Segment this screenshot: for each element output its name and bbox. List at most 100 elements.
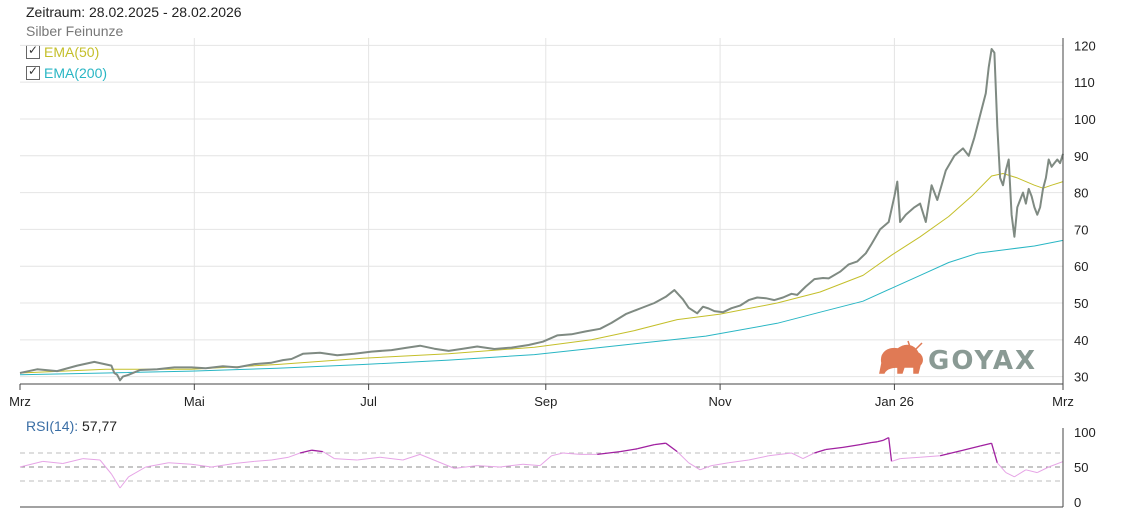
rsi-value: 57,77 — [82, 418, 118, 434]
legend-ema50-label: EMA(50) — [44, 44, 100, 60]
rsi-tick-label: 100 — [1074, 425, 1096, 440]
rsi-segment — [920, 455, 941, 458]
rsi-segment — [676, 451, 690, 464]
rsi-segment — [254, 459, 272, 462]
rsi-segment — [597, 450, 621, 456]
rsi-segment — [551, 452, 564, 457]
y-tick-label: 30 — [1074, 370, 1088, 385]
legend-ema200-label: EMA(200) — [44, 65, 108, 81]
rsi-segment — [168, 462, 192, 465]
rsi-segment — [62, 458, 83, 464]
rsi-segment — [990, 443, 998, 463]
rsi-segment — [19, 460, 43, 468]
rsi-segment — [42, 460, 63, 464]
y-tick-label: 100 — [1074, 112, 1096, 127]
rsi-segment — [654, 442, 666, 446]
rsi-segment — [748, 455, 769, 461]
rsi-segment — [111, 473, 121, 489]
x-tick-label: Nov — [709, 394, 733, 409]
y-tick-label: 70 — [1074, 222, 1088, 237]
rsi-segment — [711, 462, 729, 467]
y-tick-label: 120 — [1074, 38, 1096, 53]
rsi-segment — [322, 451, 335, 460]
rsi-tick-label: 0 — [1074, 495, 1081, 510]
rsi-indicator-label: RSI(14): 57,77 — [26, 418, 118, 434]
x-tick-label: Sep — [534, 394, 557, 409]
rsi-segment — [454, 465, 478, 469]
rsi-tick-label: 50 — [1074, 460, 1088, 475]
rsi-segment — [842, 443, 861, 449]
rsi-segment — [688, 462, 701, 471]
x-tick-label: Mai — [184, 394, 205, 409]
rsi-segment — [1037, 466, 1049, 474]
rsi-segment — [1014, 469, 1027, 478]
rsi-segment — [877, 439, 884, 443]
y-tick-label: 80 — [1074, 186, 1088, 201]
rsi-segment — [939, 449, 964, 457]
rsi-segment — [379, 456, 403, 461]
rsi-segment — [962, 445, 981, 451]
rsi-segment — [211, 463, 235, 468]
rsi-segment — [825, 446, 844, 451]
period-label: Zeitraum: 28.02.2025 - 28.02.2026 — [26, 4, 242, 20]
rsi-segment — [882, 437, 889, 441]
legend-ema200-toggle[interactable]: EMA(200) — [26, 64, 107, 82]
rsi-segment — [728, 459, 749, 464]
rsi-segment — [891, 458, 901, 462]
x-tick-label: Mrz — [9, 394, 31, 409]
rsi-segment — [271, 456, 289, 461]
rsi-segment — [128, 466, 146, 478]
rsi-segment — [311, 449, 323, 453]
series-line-ema50 — [19, 173, 1064, 374]
rsi-segment — [780, 452, 792, 455]
rsi-segment — [234, 460, 255, 464]
main-axis: 30 40 50 60 70 80 90 100 110 120 Mrz Mai Jul Sep Nov Ja… — [9, 38, 1096, 409]
rsi-segment — [145, 462, 169, 468]
x-tick-label: Jan 26 — [875, 394, 914, 409]
logo-text: GOYAX — [928, 346, 1037, 376]
rsi-segment — [791, 452, 804, 460]
rsi-segment — [99, 459, 112, 475]
rsi-segment — [888, 437, 893, 462]
rsi-segment — [191, 463, 212, 468]
rsi-segment — [802, 452, 815, 460]
price-series-line — [19, 48, 1064, 382]
rsi-segment — [979, 442, 992, 447]
y-tick-label: 60 — [1074, 259, 1088, 274]
rsi-segment — [437, 460, 455, 469]
rsi-name: RSI(14) — [26, 418, 75, 434]
series-line-ema200 — [19, 239, 1064, 376]
y-tick-label: 90 — [1074, 149, 1088, 164]
rsi-segment — [871, 441, 878, 444]
x-tick-label: Mrz — [1052, 394, 1074, 409]
rsi-segment — [82, 458, 101, 461]
rsi-segment — [522, 463, 541, 467]
rsi-segment — [357, 456, 381, 461]
rsi-segment — [402, 453, 421, 461]
main-grid — [20, 38, 1063, 384]
rsi-segment — [996, 462, 1007, 473]
instrument-name: Silber Feinunze — [26, 23, 124, 39]
rsi-segment — [288, 452, 301, 458]
rsi-segment — [814, 448, 827, 454]
rsi-segment — [119, 476, 129, 489]
rsi-segment — [334, 458, 358, 461]
rsi-segment — [859, 441, 872, 446]
rsi-segment — [1025, 469, 1038, 474]
rsi-segment — [299, 449, 312, 454]
rsi-grid — [20, 452, 1063, 482]
rsi-segment — [1005, 472, 1015, 478]
rsi-segment — [500, 463, 523, 468]
rsi-segment — [1048, 461, 1064, 468]
rsi-segment — [665, 442, 678, 453]
checkbox-checked-icon[interactable] — [26, 64, 40, 80]
main-series — [19, 48, 1064, 382]
rsi-axis: 0 50 100 — [20, 425, 1096, 510]
rsi-segment — [562, 452, 581, 455]
bull-icon — [879, 340, 923, 374]
rsi-segment — [477, 465, 501, 468]
y-tick-label: 50 — [1074, 296, 1088, 311]
rsi-segment — [768, 453, 781, 457]
rsi-segment — [539, 455, 552, 466]
